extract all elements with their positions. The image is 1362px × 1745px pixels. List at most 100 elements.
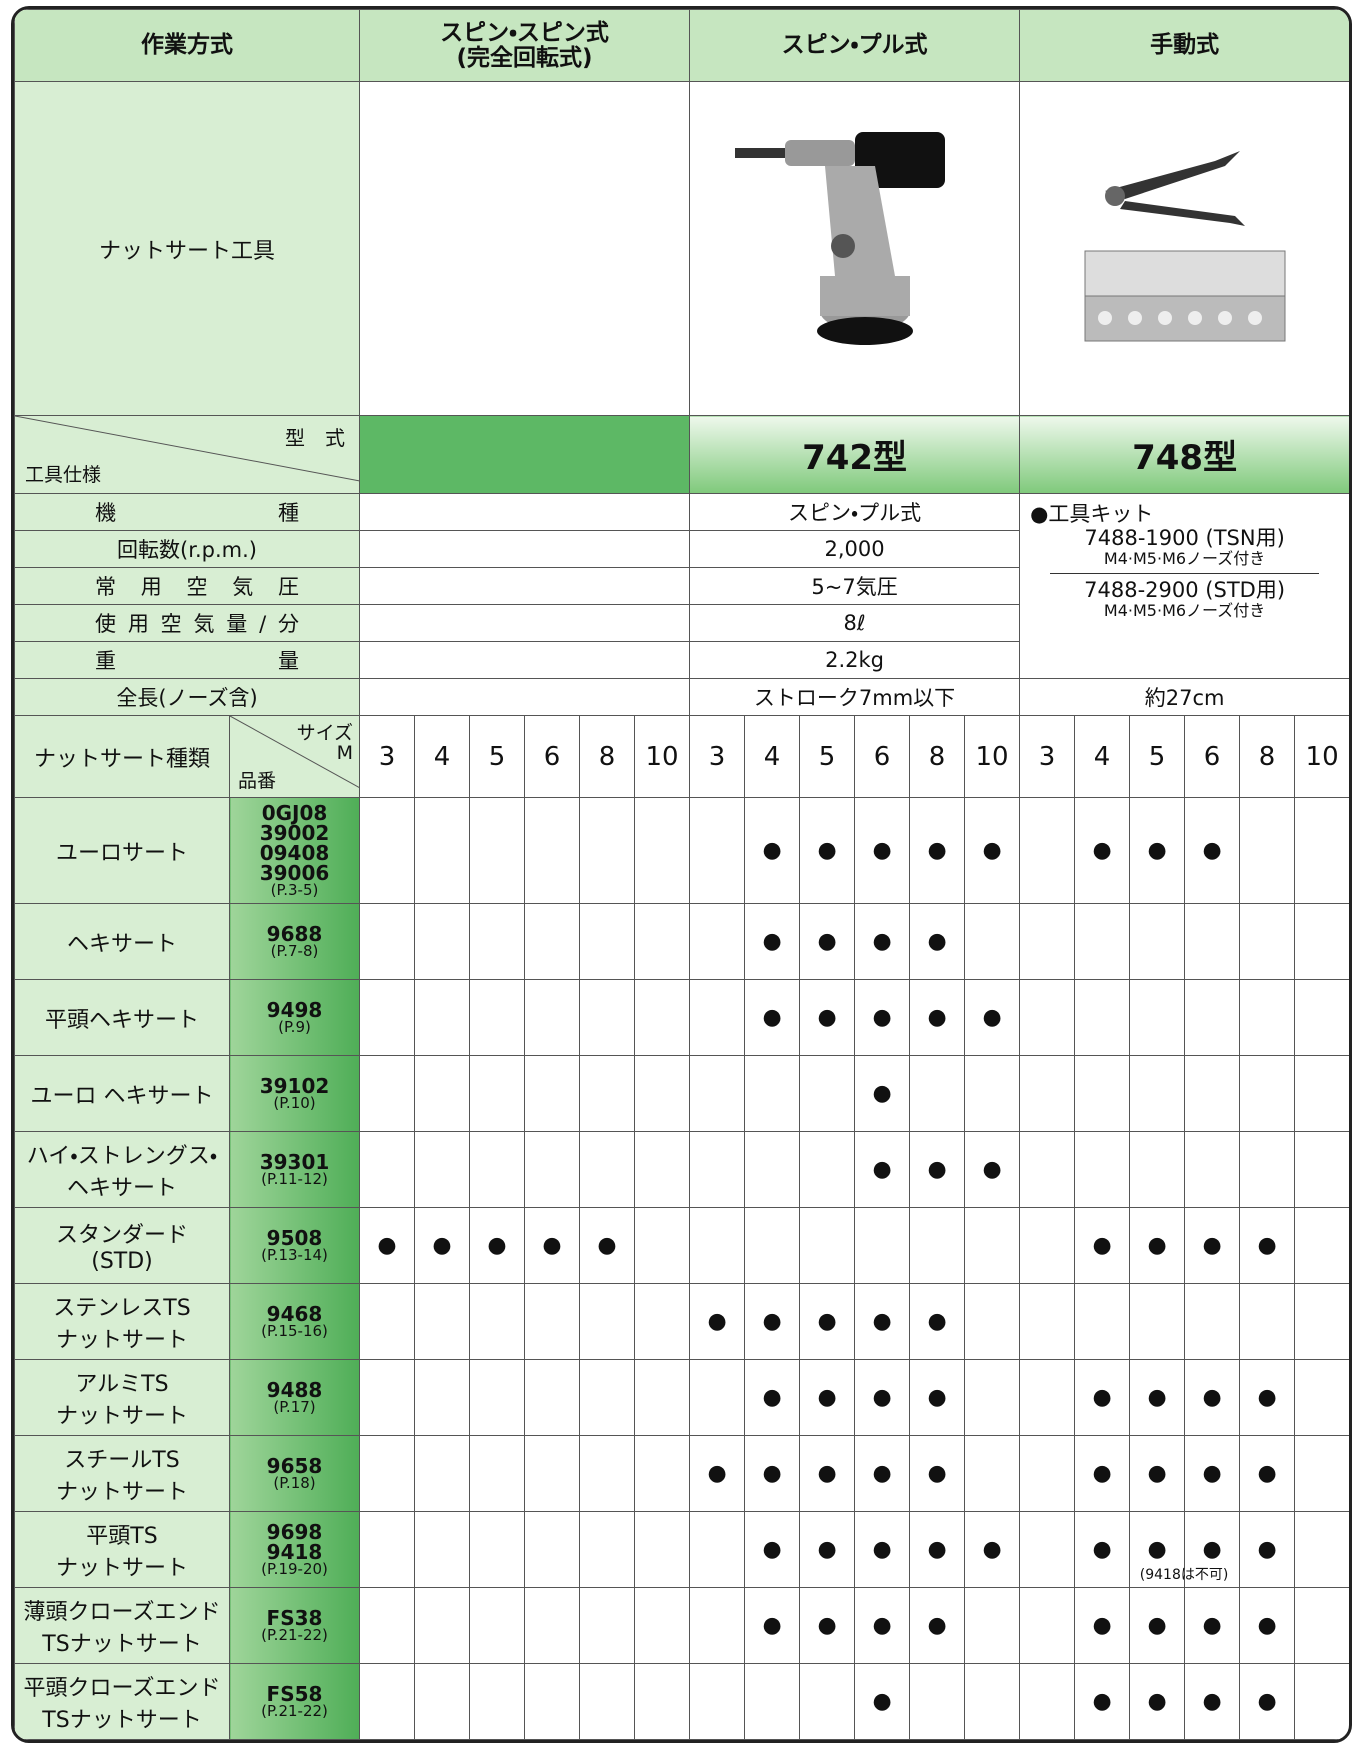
size-cell: ● [1129, 1587, 1186, 1664]
insert-code: 9698 9418 (P.19-20) [229, 1511, 360, 1588]
dot-mark: ● [927, 1005, 947, 1030]
dot-mark: ● [872, 1005, 892, 1030]
spec-empty [358, 567, 691, 605]
size-cell [1294, 1435, 1349, 1512]
size-cell [744, 1131, 801, 1208]
dot-mark: ● [927, 1385, 947, 1410]
size-cell: ● [1239, 1587, 1296, 1664]
size: 8 [579, 715, 635, 798]
size-cell [1239, 797, 1296, 904]
size-cell: ● [854, 1663, 911, 1740]
insert-row: ハイ・ストレングス・ ヘキサート 39301 (P.11-12) ● ● ● [14, 1131, 1349, 1208]
spec-diag: 型 式工具仕様 [14, 415, 360, 494]
spec-row: 常用空気圧 5~7気圧 [14, 567, 1350, 605]
dot-mark: ● [872, 929, 892, 954]
dot-mark: ● [1092, 1689, 1112, 1714]
size-cell [1074, 1283, 1131, 1360]
size-cell [469, 979, 525, 1056]
size-cell [1184, 1131, 1241, 1208]
code-line: 39002 [259, 821, 330, 845]
dot-mark: ● [817, 1309, 837, 1334]
page-ref: (P.9) [278, 1018, 311, 1036]
size-cell [1019, 1055, 1076, 1132]
size-cell: ● [1074, 1663, 1131, 1740]
size-cell [964, 1283, 1021, 1360]
insert-code: 39301 (P.11-12) [229, 1131, 360, 1208]
dot-mark: ● [762, 1385, 782, 1410]
insert-row: ヘキサート 9688 (P.7-8) ● ● ● ● [14, 903, 1349, 980]
size-cell: ● [1074, 1359, 1131, 1436]
dot-mark: ● [927, 929, 947, 954]
name-line: 平頭クローズエンド [23, 1675, 221, 1701]
size-cell [414, 1435, 470, 1512]
code-line: 9508 [266, 1226, 323, 1250]
dot-mark: ● [1257, 1461, 1277, 1486]
size-cell [524, 1283, 580, 1360]
size-cell: ● [1239, 1435, 1296, 1512]
size-cell [414, 1587, 470, 1664]
size-cell [414, 1055, 470, 1132]
size-cell [1239, 1283, 1296, 1360]
page-ref: (P.11-12) [261, 1170, 328, 1188]
page-ref: (P.19-20) [261, 1560, 328, 1578]
kit-title: ●工具キット [1030, 502, 1154, 526]
dot-mark: ● [377, 1233, 397, 1258]
size-cell [579, 1283, 635, 1360]
dot-mark: ● [817, 1005, 837, 1030]
dot-mark: ● [927, 1309, 947, 1334]
dot-mark: ● [1257, 1689, 1277, 1714]
code-line: 9468 [266, 1302, 323, 1326]
dot-mark: ● [872, 1689, 892, 1714]
size-cell [689, 903, 746, 980]
dot-mark: ● [1202, 1537, 1222, 1562]
size: 3 [689, 715, 746, 798]
size-cell: ● [909, 1511, 966, 1588]
size-cell [1184, 979, 1241, 1056]
size-cell [579, 1511, 635, 1588]
size-cell [1294, 1511, 1349, 1588]
code-line: 39102 [259, 1074, 330, 1098]
size-cell [1129, 1283, 1186, 1360]
size-cell [1184, 1283, 1241, 1360]
insert-name: 平頭TS ナットサート [14, 1511, 230, 1588]
dot-mark: ● [487, 1233, 507, 1258]
dot-mark: ● [1147, 1233, 1167, 1258]
size-cell: ● [744, 903, 801, 980]
size-cell [689, 1359, 746, 1436]
name-line: (STD) [91, 1249, 153, 1274]
size: 10 [1294, 715, 1349, 798]
size-cell: ● [1239, 1359, 1296, 1436]
size-cell [579, 797, 635, 904]
size-cell [744, 1207, 801, 1284]
insert-name: 平頭ヘキサート [14, 979, 230, 1056]
kit-image [1019, 81, 1349, 416]
dot-mark: ● [982, 1005, 1002, 1030]
size-cell [1129, 1131, 1186, 1208]
size-cell [1294, 797, 1349, 904]
kit-item: 7488-2900 (STD用) M4·M5·M6ノーズ付き [1030, 578, 1339, 621]
size-cell: ● [1184, 1663, 1241, 1740]
insert-name: ユーロサート [14, 797, 230, 904]
page-ref: (P.13-14) [261, 1246, 328, 1264]
dot-mark: ● [982, 1157, 1002, 1182]
size-cell: ● [1184, 1207, 1241, 1284]
size-cell: ● [1129, 1435, 1186, 1512]
size-cell [579, 1359, 635, 1436]
size-cell: ● [909, 1587, 966, 1664]
dot-mark: ● [1092, 1385, 1112, 1410]
size-cell: ● [854, 1435, 911, 1512]
size: 5 [1129, 715, 1186, 798]
insert-code: 9688 (P.7-8) [229, 903, 360, 980]
spec-row: 機種 スピン・プル式 ●工具キット 7488-1900 (TSN用) M4·M5·M6ノ… [14, 493, 1349, 679]
size-cell [1019, 1511, 1076, 1588]
size-cell: ● [1239, 1663, 1296, 1740]
dot-mark: ● [1092, 1613, 1112, 1638]
size-cell [1019, 903, 1076, 980]
name-line: ユーロ ヘキサート [30, 1083, 214, 1109]
size-cell [469, 1283, 525, 1360]
size-cell: ● [1129, 797, 1186, 904]
code-line: 0GJ08 [261, 801, 328, 825]
separator [1050, 572, 1320, 574]
method-name: スピン・スピン式 [440, 20, 609, 47]
